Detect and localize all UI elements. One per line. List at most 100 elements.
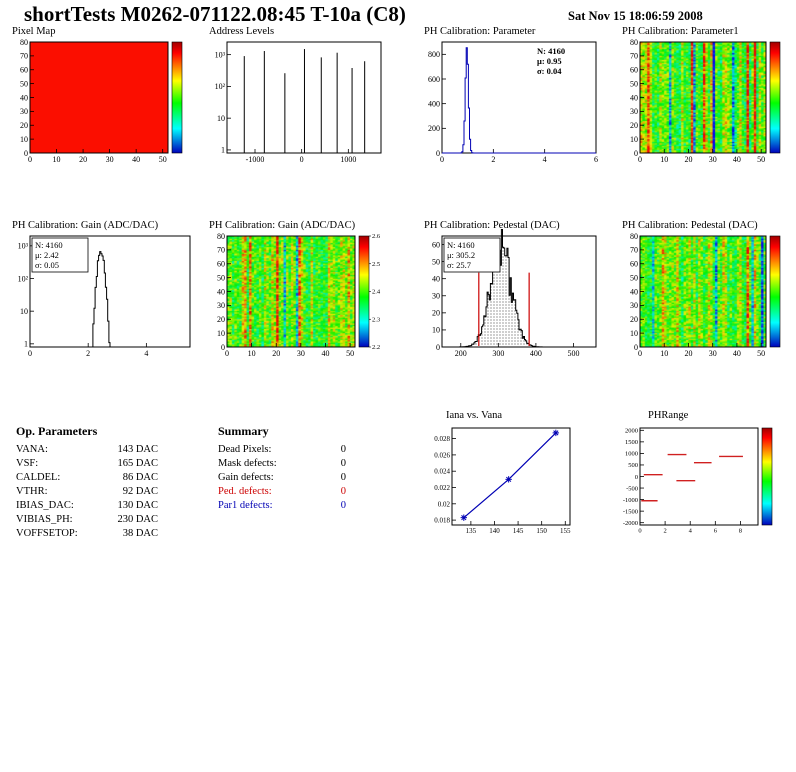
panel-phrange: PHRange 0 2 4 6 8 -2000 -1500 -1000 -500 0 500 1000…: [612, 410, 788, 538]
svg-text:10: 10: [217, 329, 225, 338]
svg-text:0: 0: [638, 528, 641, 535]
svg-text:-2000: -2000: [623, 520, 638, 527]
svg-text:30: 30: [709, 155, 717, 164]
svg-text:50: 50: [630, 273, 638, 282]
svg-text:50: 50: [20, 79, 28, 88]
svg-text:-1000: -1000: [246, 155, 265, 164]
svg-text:80: 80: [630, 38, 638, 47]
svg-text:20: 20: [217, 315, 225, 324]
svg-text:-500: -500: [626, 485, 638, 492]
panel-iana-vs-vana: Iana vs. Vana 135 140 145 150 155 0.018 0.02 0.…: [420, 410, 578, 538]
svg-text:140: 140: [489, 527, 500, 535]
summary-row-gain-defects: Gain defects: 0: [218, 471, 346, 485]
svg-text:0: 0: [28, 349, 32, 358]
chart-ph-parameter1-map: 0 10 20 30 40 50 0 10 20 30 40 50 60 70 80: [616, 38, 796, 166]
svg-text:10: 10: [660, 155, 668, 164]
chart-pixel-map: 0 10 20 30 40 50 0 10 20 30 40 50 60 70 80: [6, 38, 198, 166]
svg-text:2.6: 2.6: [372, 233, 381, 240]
svg-text:40: 40: [217, 287, 225, 296]
chart-iana-vs-vana: 135 140 145 150 155 0.018 0.02 0.022 0.024 0.026 0…: [420, 422, 578, 538]
svg-text:40: 40: [132, 155, 140, 164]
summary-row-ped-defects: Ped. defects: 0: [218, 485, 346, 499]
summary-value: 0: [340, 472, 346, 483]
svg-text:400: 400: [530, 349, 542, 358]
chart-ph-gain-hist: 0 2 4 1 10 10² 10³ N: 4160 μ: 2.42 σ: 0.05: [6, 232, 198, 360]
svg-text:2: 2: [663, 528, 666, 535]
panel-ph-calibration-parameter1-map: PH Calibration: Parameter1 0 10 20 30 40 50 0 1…: [616, 26, 796, 166]
op-param-label: VIBIAS_PH:: [16, 514, 73, 525]
svg-text:0.026: 0.026: [434, 451, 450, 459]
svg-text:60: 60: [20, 66, 28, 75]
svg-text:40: 40: [733, 155, 741, 164]
svg-text:4: 4: [144, 349, 148, 358]
svg-text:6: 6: [594, 155, 598, 164]
svg-text:10: 10: [630, 135, 638, 144]
panel-ph-calibration-parameter: PH Calibration: Parameter 0 2 4 6 0 200 400 600…: [418, 26, 604, 166]
svg-text:μ: 2.42: μ: 2.42: [35, 250, 59, 260]
op-param-value: 230 DAC: [117, 514, 158, 525]
svg-text:70: 70: [630, 246, 638, 255]
svg-text:500: 500: [628, 462, 638, 469]
svg-text:200: 200: [428, 124, 440, 133]
svg-text:σ: 25.7: σ: 25.7: [447, 260, 471, 270]
svg-text:30: 30: [630, 301, 638, 310]
summary-value: 0: [340, 500, 346, 511]
svg-text:40: 40: [733, 349, 741, 358]
svg-text:20: 20: [630, 315, 638, 324]
svg-text:10: 10: [432, 326, 440, 335]
summary-label: Ped. defects:: [218, 486, 272, 497]
svg-text:0.018: 0.018: [434, 517, 450, 525]
svg-text:N: 4160: N: 4160: [447, 240, 475, 250]
chart-ph-gain-map: 0 10 20 30 40 50 0 10 20 30 40 50 60 70 80 2.6 2.5 2.4 2.3…: [203, 232, 389, 360]
svg-text:40: 40: [20, 93, 28, 102]
chart-ph-parameter: 0 2 4 6 0 200 400 600 800 N: 4160 μ: 0.95 σ: 0.04: [418, 38, 604, 166]
svg-text:0.024: 0.024: [434, 468, 450, 476]
svg-text:30: 30: [106, 155, 114, 164]
svg-text:50: 50: [757, 155, 765, 164]
op-param-row-caldel: CALDEL: 86 DAC: [16, 471, 158, 485]
panel-op-parameters: Op. Parameters VANA: 143 DAC VSF: 165 DAC …: [16, 424, 158, 541]
svg-text:2.4: 2.4: [372, 289, 381, 296]
chart-title-address-levels: Address Levels: [209, 26, 275, 37]
svg-text:0: 0: [634, 343, 638, 352]
svg-text:150: 150: [536, 527, 547, 535]
svg-text:10²: 10²: [215, 82, 226, 91]
op-param-row-ibias-dac: IBIAS_DAC: 130 DAC: [16, 499, 158, 513]
svg-text:0: 0: [225, 349, 229, 358]
chart-title-ph-parameter: PH Calibration: Parameter: [424, 26, 536, 37]
svg-text:10: 10: [20, 307, 28, 316]
summary-row-dead-pixels: Dead Pixels: 0: [218, 443, 346, 457]
op-param-label: IBIAS_DAC:: [16, 500, 74, 511]
summary-row-mask-defects: Mask defects: 0: [218, 457, 346, 471]
svg-text:50: 50: [630, 79, 638, 88]
svg-text:0.028: 0.028: [434, 435, 450, 443]
svg-text:4: 4: [689, 528, 693, 535]
summary-label: Mask defects:: [218, 458, 277, 469]
svg-text:2.2: 2.2: [372, 344, 380, 351]
svg-text:40: 40: [630, 287, 638, 296]
op-param-value: 165 DAC: [117, 458, 158, 469]
svg-text:2: 2: [491, 155, 495, 164]
svg-text:20: 20: [684, 155, 692, 164]
svg-text:30: 30: [297, 349, 305, 358]
chart-title-phrange: PHRange: [648, 410, 689, 421]
op-param-label: VSF:: [16, 458, 39, 469]
svg-text:0: 0: [638, 349, 642, 358]
svg-text:30: 30: [432, 292, 440, 301]
svg-text:-1500: -1500: [623, 508, 638, 515]
op-param-label: CALDEL:: [16, 472, 61, 483]
svg-text:20: 20: [684, 349, 692, 358]
summary-value: 0: [340, 444, 346, 455]
svg-text:1: 1: [24, 340, 28, 349]
svg-text:2.5: 2.5: [372, 261, 380, 268]
svg-text:N: 4160: N: 4160: [35, 240, 63, 250]
svg-text:6: 6: [714, 528, 718, 535]
svg-text:2: 2: [86, 349, 90, 358]
svg-text:1500: 1500: [625, 439, 638, 446]
svg-text:30: 30: [217, 301, 225, 310]
svg-text:0: 0: [440, 155, 444, 164]
svg-text:60: 60: [630, 66, 638, 75]
svg-text:0: 0: [436, 149, 440, 158]
svg-text:70: 70: [20, 52, 28, 61]
